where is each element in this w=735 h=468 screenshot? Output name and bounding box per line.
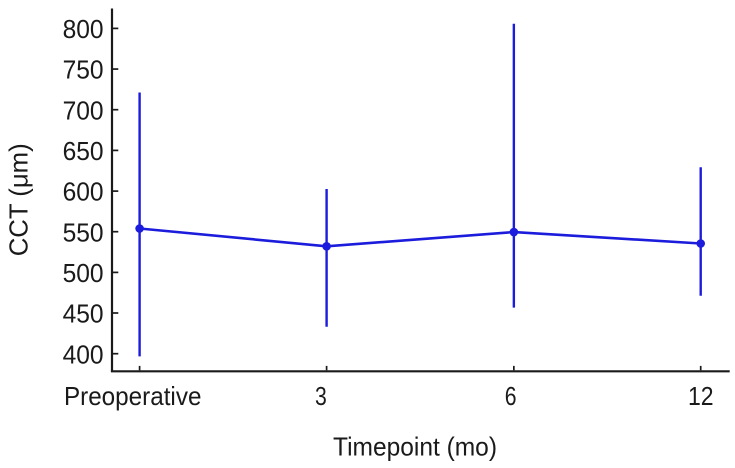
svg-text:600: 600 xyxy=(63,177,104,207)
svg-text:400: 400 xyxy=(63,340,104,370)
svg-text:550: 550 xyxy=(63,217,104,247)
svg-text:500: 500 xyxy=(63,258,104,288)
svg-text:CCT (μm): CCT (μm) xyxy=(4,143,34,256)
svg-text:650: 650 xyxy=(63,136,104,166)
svg-text:6: 6 xyxy=(505,381,517,411)
svg-text:700: 700 xyxy=(63,95,104,125)
svg-text:750: 750 xyxy=(63,55,104,85)
svg-text:Preoperative: Preoperative xyxy=(64,381,202,411)
svg-text:3: 3 xyxy=(315,381,327,411)
svg-text:Timepoint (mo): Timepoint (mo) xyxy=(333,432,497,462)
svg-text:800: 800 xyxy=(63,14,104,44)
svg-text:450: 450 xyxy=(63,299,104,329)
svg-text:12: 12 xyxy=(688,381,714,411)
